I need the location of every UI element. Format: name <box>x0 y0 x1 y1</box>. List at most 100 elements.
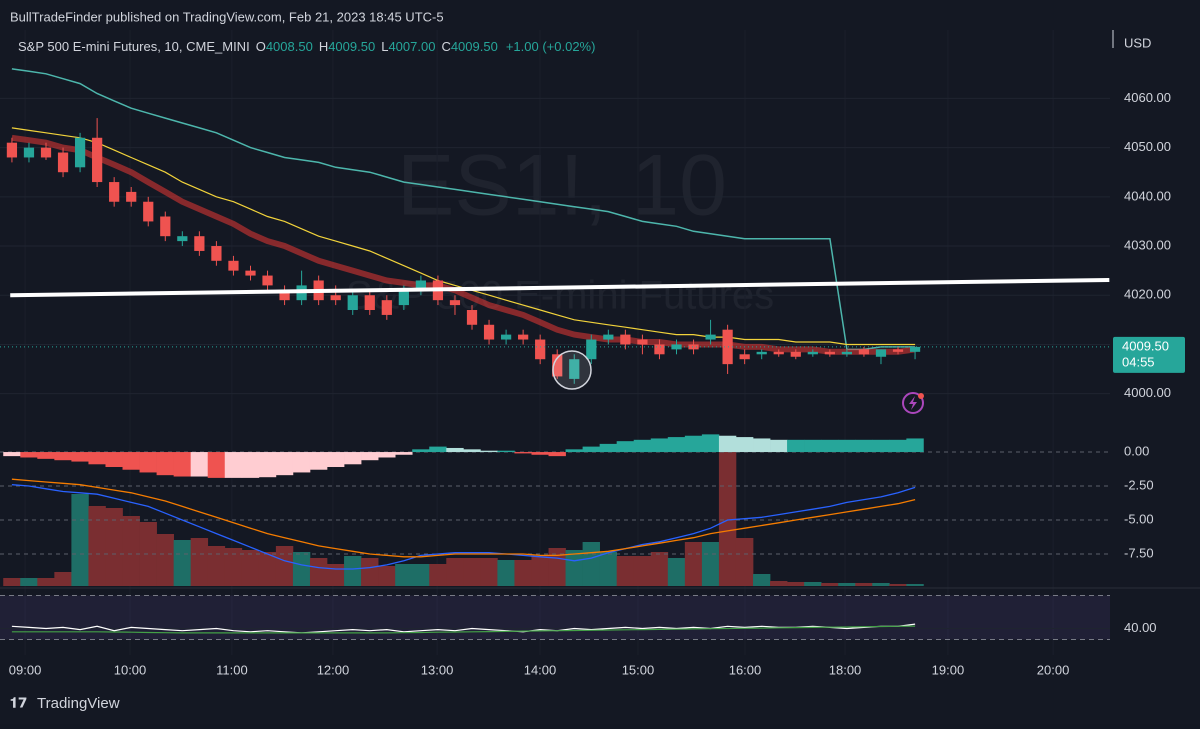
footer-brand: TradingView <box>37 695 120 712</box>
indicator-line <box>11 484 916 570</box>
y-tick-label: 4000.00 <box>1124 385 1171 400</box>
y-tick-label: 0.00 <box>1124 443 1149 458</box>
momentum-bar <box>429 446 447 453</box>
volume-bar <box>770 581 788 586</box>
volume-bar <box>804 582 822 586</box>
momentum-bar <box>718 435 737 453</box>
momentum-bar <box>616 441 635 453</box>
volume-bar <box>633 556 652 586</box>
candle-body <box>500 334 512 340</box>
volume-bar <box>514 560 532 586</box>
candle-body <box>654 344 665 355</box>
volume-bar <box>838 583 856 586</box>
last-price-label: 4009.50 <box>1122 338 1169 353</box>
momentum-bar <box>54 452 72 461</box>
volume-bar <box>88 506 106 586</box>
volume-bar <box>190 538 209 586</box>
publish-info: BullTradeFinder published on TradingView… <box>10 9 444 24</box>
momentum-bar <box>735 437 754 453</box>
symbol-title: S&P 500 E-mini Futures, 10, CME_MINI <box>18 39 250 54</box>
momentum-bar <box>190 452 209 477</box>
candle-body <box>722 329 733 365</box>
momentum-bar <box>37 452 55 459</box>
momentum-bar <box>480 450 498 453</box>
icon-ring <box>902 392 924 414</box>
momentum-bar <box>889 439 907 453</box>
volume-bar <box>224 548 243 586</box>
candle-body <box>262 275 273 286</box>
candle-body <box>875 349 887 357</box>
currency: USD <box>1124 35 1151 50</box>
momentum-bar <box>838 439 856 453</box>
volume-bar <box>258 552 277 586</box>
candle-body <box>841 351 853 355</box>
candle-body <box>518 334 529 340</box>
momentum-bar <box>344 452 362 465</box>
volume-bar <box>292 552 311 586</box>
candle-body <box>126 191 137 202</box>
x-tick-label: 19:00 <box>932 662 965 677</box>
x-tick-label: 16:00 <box>729 662 762 677</box>
volume-bar <box>378 566 396 586</box>
candle-body <box>177 236 188 242</box>
momentum-bar <box>173 452 192 477</box>
y-tick-label: 4020.00 <box>1124 287 1171 302</box>
momentum-bar <box>378 452 396 458</box>
y-tick-label: 4030.00 <box>1124 237 1171 252</box>
momentum-bar <box>565 449 583 453</box>
x-tick-label: 10:00 <box>114 662 147 677</box>
volume-bar <box>480 558 498 586</box>
watermark-symbol: ES1!, 10 <box>397 138 727 234</box>
y-tick-label: -5.00 <box>1124 511 1154 526</box>
candle-body <box>92 137 103 183</box>
candle-body <box>74 137 86 168</box>
candle-body <box>194 236 205 251</box>
candle-body <box>535 339 546 360</box>
momentum-bar <box>821 439 839 453</box>
momentum-bar <box>88 452 106 465</box>
momentum-bar <box>599 443 618 453</box>
candle-body <box>23 147 35 158</box>
trend-line <box>10 277 1110 298</box>
momentum-bar <box>463 449 481 453</box>
volume-bar <box>497 560 515 586</box>
candle-body <box>552 354 563 377</box>
momentum-bar <box>787 439 805 453</box>
volume-bar <box>582 542 600 586</box>
candle-body <box>228 260 239 271</box>
momentum-bar <box>548 452 566 457</box>
volume-bar <box>616 556 635 586</box>
volume-bar <box>701 542 720 586</box>
momentum-bar <box>275 452 294 476</box>
volume-bar <box>327 564 345 586</box>
candle-body <box>160 216 171 237</box>
momentum-bar <box>633 439 652 453</box>
y-tick-label: 4060.00 <box>1124 90 1171 105</box>
indicator-line <box>11 478 916 558</box>
candle-body <box>637 339 648 345</box>
oscillator-line <box>11 623 916 634</box>
volume-bar <box>531 556 549 586</box>
volume-bar <box>753 574 771 586</box>
x-tick-label: 14:00 <box>524 662 557 677</box>
ohlc-label: H <box>319 39 328 54</box>
volume-bar <box>446 558 464 586</box>
x-tick-label: 15:00 <box>622 662 655 677</box>
momentum-bar <box>309 452 328 470</box>
x-tick-label: 09:00 <box>9 662 42 677</box>
x-tick-label: 20:00 <box>1037 662 1070 677</box>
momentum-bar <box>412 449 430 453</box>
logo-mark: 𝟏𝟳 <box>10 695 28 711</box>
legend: S&P 500 E-mini Futures, 10, CME_MINI O400… <box>18 39 595 54</box>
ohlc-value: 4008.50 <box>266 39 313 54</box>
volume-bar <box>54 572 72 586</box>
volume-bar <box>599 552 618 586</box>
momentum-bar <box>122 452 140 470</box>
momentum-bar <box>753 438 771 453</box>
candle-body <box>347 295 358 311</box>
candle-body <box>569 359 580 379</box>
momentum-bar <box>446 447 464 453</box>
momentum-bar <box>667 437 686 453</box>
candle-body <box>143 201 154 222</box>
